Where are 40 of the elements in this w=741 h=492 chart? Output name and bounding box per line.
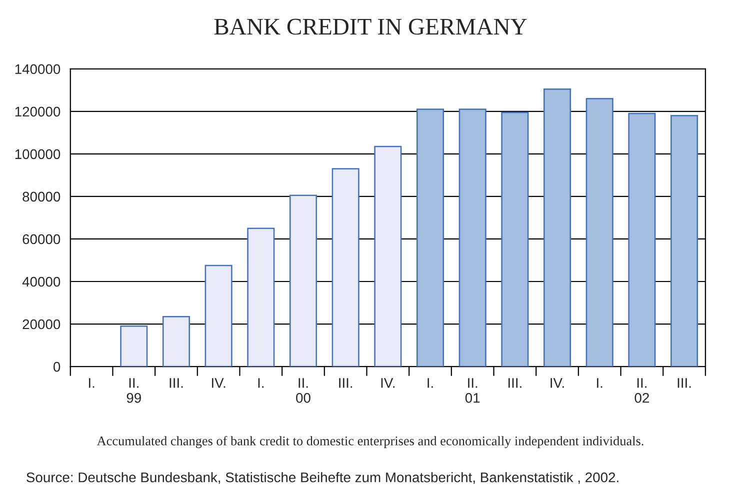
x-tick-label: III. [339, 378, 352, 388]
bar [628, 112, 656, 367]
y-tick-label: 20000 [22, 319, 60, 330]
x-tick-label: II. 01 [465, 378, 480, 403]
x-tick-label: I. [88, 378, 94, 388]
bar [586, 98, 614, 367]
source-note: Source: Deutsche Bundesbank, Statistische Beihefte zum Monatsbericht, Bankenstatistik , 2002. [26, 472, 618, 484]
x-tick-label: I. [258, 378, 264, 388]
bar [247, 228, 275, 367]
bar [416, 108, 444, 367]
x-tick-label: I. [428, 378, 433, 388]
x-tick-label: III. [508, 378, 522, 388]
bar [289, 194, 317, 367]
bar [544, 88, 572, 367]
chart-title: BANK CREDIT IN GERMANY [214, 18, 527, 35]
x-tick-label: II. 99 [126, 378, 141, 403]
y-tick-label: 0 [53, 362, 60, 372]
x-tick-label: II. 00 [296, 378, 310, 403]
y-tick-label: 80000 [22, 192, 60, 202]
x-tick-label: I. [597, 378, 602, 388]
x-tick-label: IV. [550, 378, 564, 388]
x-tick-label: IV. [212, 378, 226, 388]
text: Accumulated changes of bank credit to domestic enterprises and economically independent individuals. [96, 436, 644, 448]
bar [162, 316, 190, 367]
y-tick-label: 40000 [22, 276, 60, 287]
bar [458, 108, 486, 367]
bar [374, 146, 402, 367]
bar [501, 112, 529, 367]
x-tick-label: IV. [381, 378, 395, 388]
y-tick-label: 140000 [15, 64, 60, 74]
bar [204, 264, 232, 367]
x-tick-label: II. 02 [634, 378, 649, 403]
x-tick-label: III. [170, 378, 183, 388]
y-tick-label: 100000 [15, 149, 60, 160]
bar [120, 326, 148, 367]
y-tick-label: 60000 [22, 234, 60, 244]
x-tick-label: III. [678, 378, 691, 388]
bar [670, 115, 698, 367]
bar [332, 168, 360, 367]
y-tick-label: 120000 [15, 106, 60, 117]
